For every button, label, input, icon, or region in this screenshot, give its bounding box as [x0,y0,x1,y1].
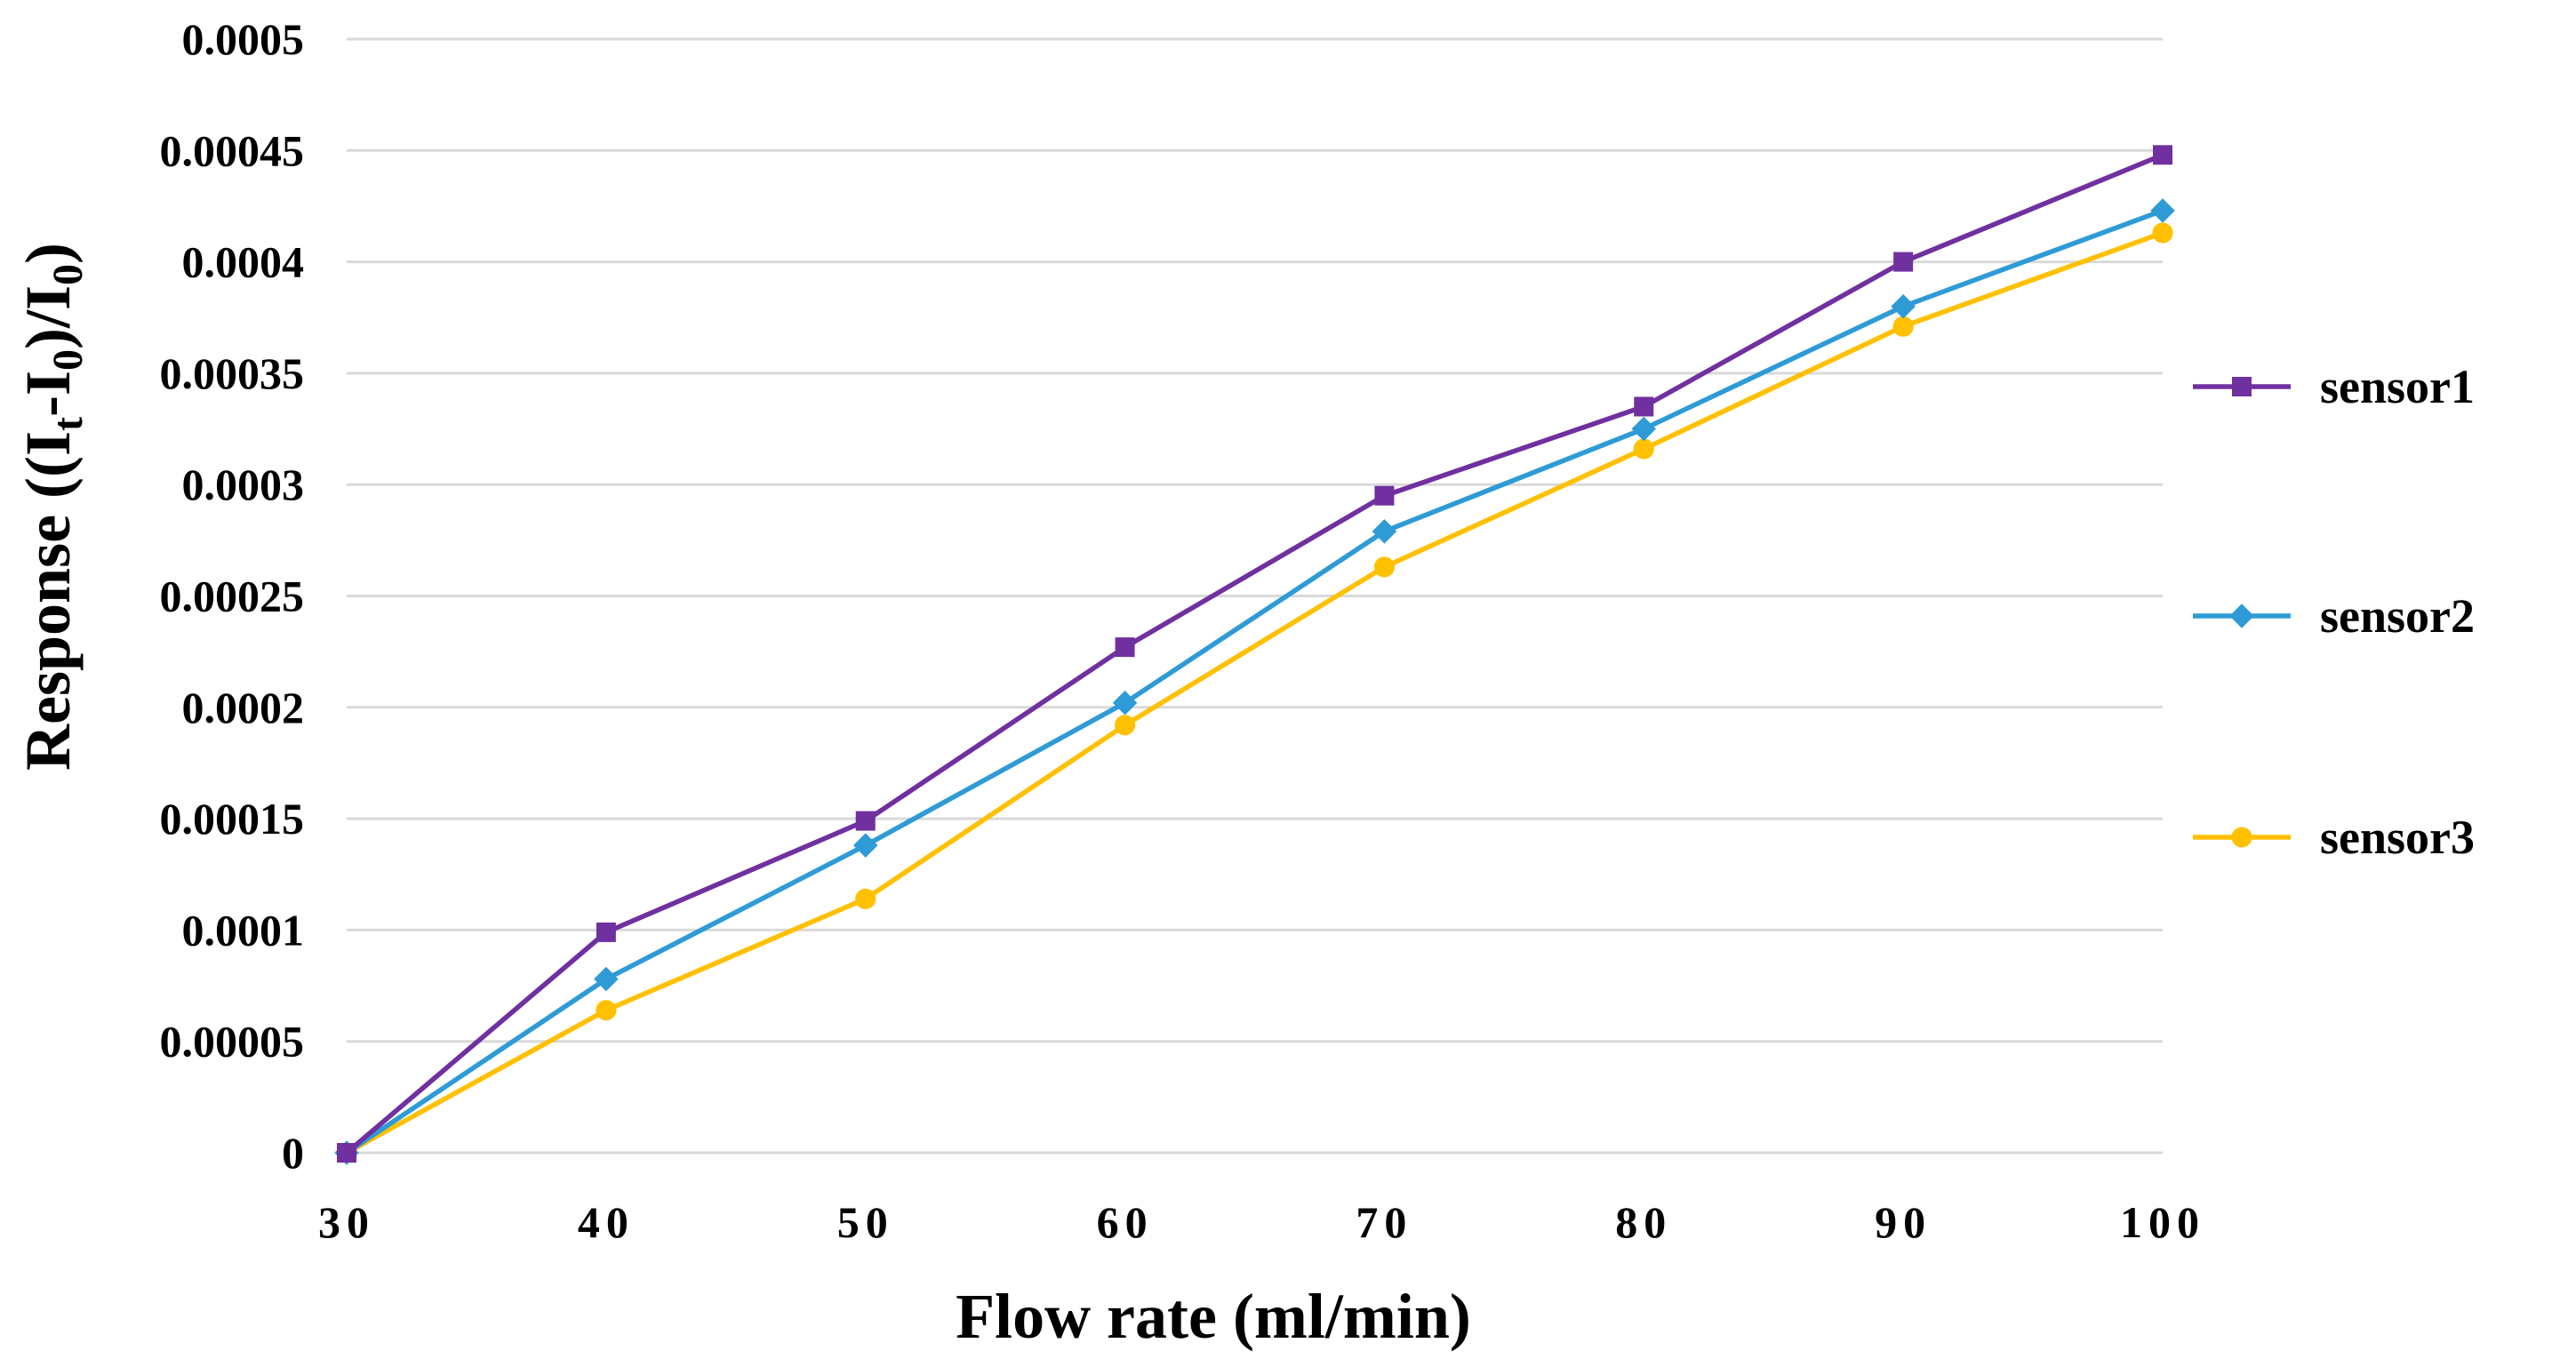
y-tick-label: 0.00045 [160,125,305,175]
x-tick-labels: 30 40 50 60 70 80 90 100 [318,1197,2205,1247]
y-tick-label: 0.0005 [182,14,305,64]
series-sensor1 [337,145,2172,1163]
data-point-sensor3 [596,1000,617,1021]
x-tick-label: 90 [1875,1197,1932,1247]
y-tick-label: 0.0002 [182,683,305,732]
series-sensor3 [336,222,2173,1163]
legend-item-sensor2: sensor2 [2193,589,2475,643]
y-tick-label: 0 [282,1128,304,1178]
y-tick-labels: 0 0.00005 0.0001 0.00015 0.0002 0.00025 0.0003… [160,14,305,1178]
x-tick-label: 30 [318,1197,375,1247]
y-axis-title-part: )/I [12,285,84,349]
y-axis-title-part: ) [12,243,84,264]
x-tick-label: 100 [2120,1197,2205,1247]
data-point-sensor3 [2152,222,2173,244]
data-point-sensor1 [2153,145,2172,165]
series-line-sensor2 [344,208,2165,1155]
data-point-sensor3 [1633,438,1654,460]
legend-label: sensor1 [2320,360,2475,413]
data-point-sensor2 [594,966,619,992]
data-point-sensor1 [1634,396,1654,417]
data-point-sensor3 [1373,556,1395,578]
y-axis-title-part: -I [12,371,84,417]
x-tick-label: 70 [1356,1197,1412,1247]
data-point-sensor2 [1372,519,1397,544]
series-sensor2 [334,198,2175,1165]
x-axis-title: Flow rate (ml/min) [956,1281,1471,1352]
data-point-sensor2 [852,833,878,858]
grid-lines [347,37,2163,1155]
legend-swatch-marker [2232,377,2252,396]
x-tick-label: 50 [837,1197,894,1247]
legend-item-sensor3: sensor3 [2193,811,2475,864]
y-tick-label: 0.00015 [160,794,305,843]
y-tick-label: 0.00025 [160,572,305,621]
data-point-sensor1 [1374,485,1395,506]
y-tick-label: 0.0004 [182,237,305,287]
y-axis-title-sub: 0 [44,349,92,371]
series-line-sensor1 [344,152,2165,1155]
legend-swatch-marker [2231,827,2252,848]
x-tick-label: 40 [578,1197,635,1247]
legend-label: sensor2 [2320,589,2475,643]
x-tick-label: 60 [1097,1197,1154,1247]
legend-item-sensor1: sensor1 [2193,360,2475,413]
y-axis-title-sub: 0 [44,264,92,285]
legend: sensor1 sensor2 sensor3 [2193,360,2475,864]
data-point-sensor1 [1115,637,1135,658]
y-tick-label: 0.00005 [160,1017,305,1067]
data-point-sensor2 [1112,691,1138,715]
x-tick-label: 80 [1615,1197,1672,1247]
y-axis-title: Response ((It-I0)/I0) [12,243,92,771]
data-point-sensor1 [855,811,876,831]
y-tick-label: 0.0001 [182,905,305,955]
y-axis-title-sub: t [44,417,92,431]
data-point-sensor2 [2150,198,2175,223]
data-point-sensor1 [1893,252,1914,272]
legend-swatch-marker [2229,604,2254,628]
data-point-sensor1 [596,922,616,942]
series-line-sensor3 [344,230,2165,1155]
data-point-sensor3 [1892,316,1914,337]
y-tick-label: 0.0003 [182,460,305,509]
data-point-sensor3 [855,888,876,909]
data-point-sensor2 [1631,416,1657,442]
data-point-sensor1 [337,1143,356,1163]
legend-label: sensor3 [2320,811,2475,864]
y-tick-label: 0.00035 [160,348,305,398]
data-point-sensor2 [1891,293,1916,319]
data-point-sensor3 [1115,715,1136,736]
series-lines [334,145,2175,1165]
y-axis-title-part: Response ((I [12,431,84,771]
